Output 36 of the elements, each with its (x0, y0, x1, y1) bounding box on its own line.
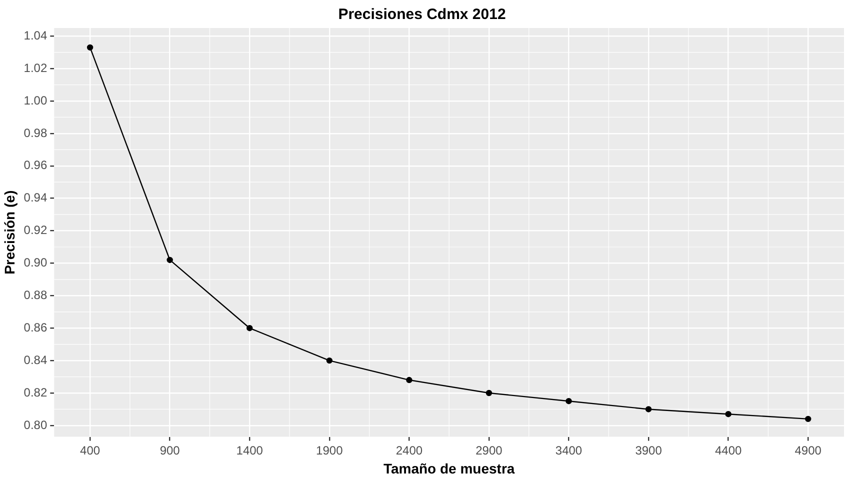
point (566, 398, 572, 404)
y-tick-label: 1.00 (24, 93, 48, 108)
point (166, 256, 173, 264)
y-tick-label: 0.98 (24, 126, 48, 140)
x-tick-label: 3900 (635, 443, 662, 458)
point (645, 406, 652, 412)
y-tick-label: 0.82 (24, 385, 48, 400)
point (486, 390, 492, 396)
point (805, 416, 812, 422)
x-tick-label: 2900 (476, 443, 503, 458)
point (725, 410, 732, 418)
point (406, 376, 412, 384)
y-tick-label: 1.04 (24, 28, 48, 42)
x-tick-label: 3400 (555, 443, 582, 458)
y-tick-label: 0.80 (24, 418, 48, 432)
y-tick-label: 0.96 (24, 158, 48, 172)
x-tick-label: 900 (160, 443, 180, 458)
y-axis-title: Precisión (e) (1, 190, 18, 274)
x-tick-label: 400 (80, 443, 100, 458)
x-tick-label: 4900 (794, 443, 822, 458)
y-tick-label: 0.90 (24, 256, 48, 270)
point (326, 357, 333, 364)
y-tick-label: 1.02 (24, 60, 48, 75)
y-tick-label: 0.92 (24, 223, 48, 238)
x-tick-label: 1900 (316, 443, 344, 458)
y-tick-label: 0.86 (24, 320, 48, 334)
y-tick-label: 0.94 (24, 190, 48, 205)
x-axis-title: Tamaño de muestra (383, 460, 515, 476)
y-tick-label: 0.88 (24, 288, 48, 302)
y-tick-label: 0.84 (24, 352, 48, 367)
x-tick-label: 2400 (396, 443, 423, 458)
chart-title: Precisiones Cdmx 2012 (338, 6, 506, 24)
x-tick-label: 4400 (714, 443, 742, 458)
x-tick-label: 1400 (236, 443, 264, 458)
point (246, 325, 253, 332)
point (86, 44, 94, 51)
